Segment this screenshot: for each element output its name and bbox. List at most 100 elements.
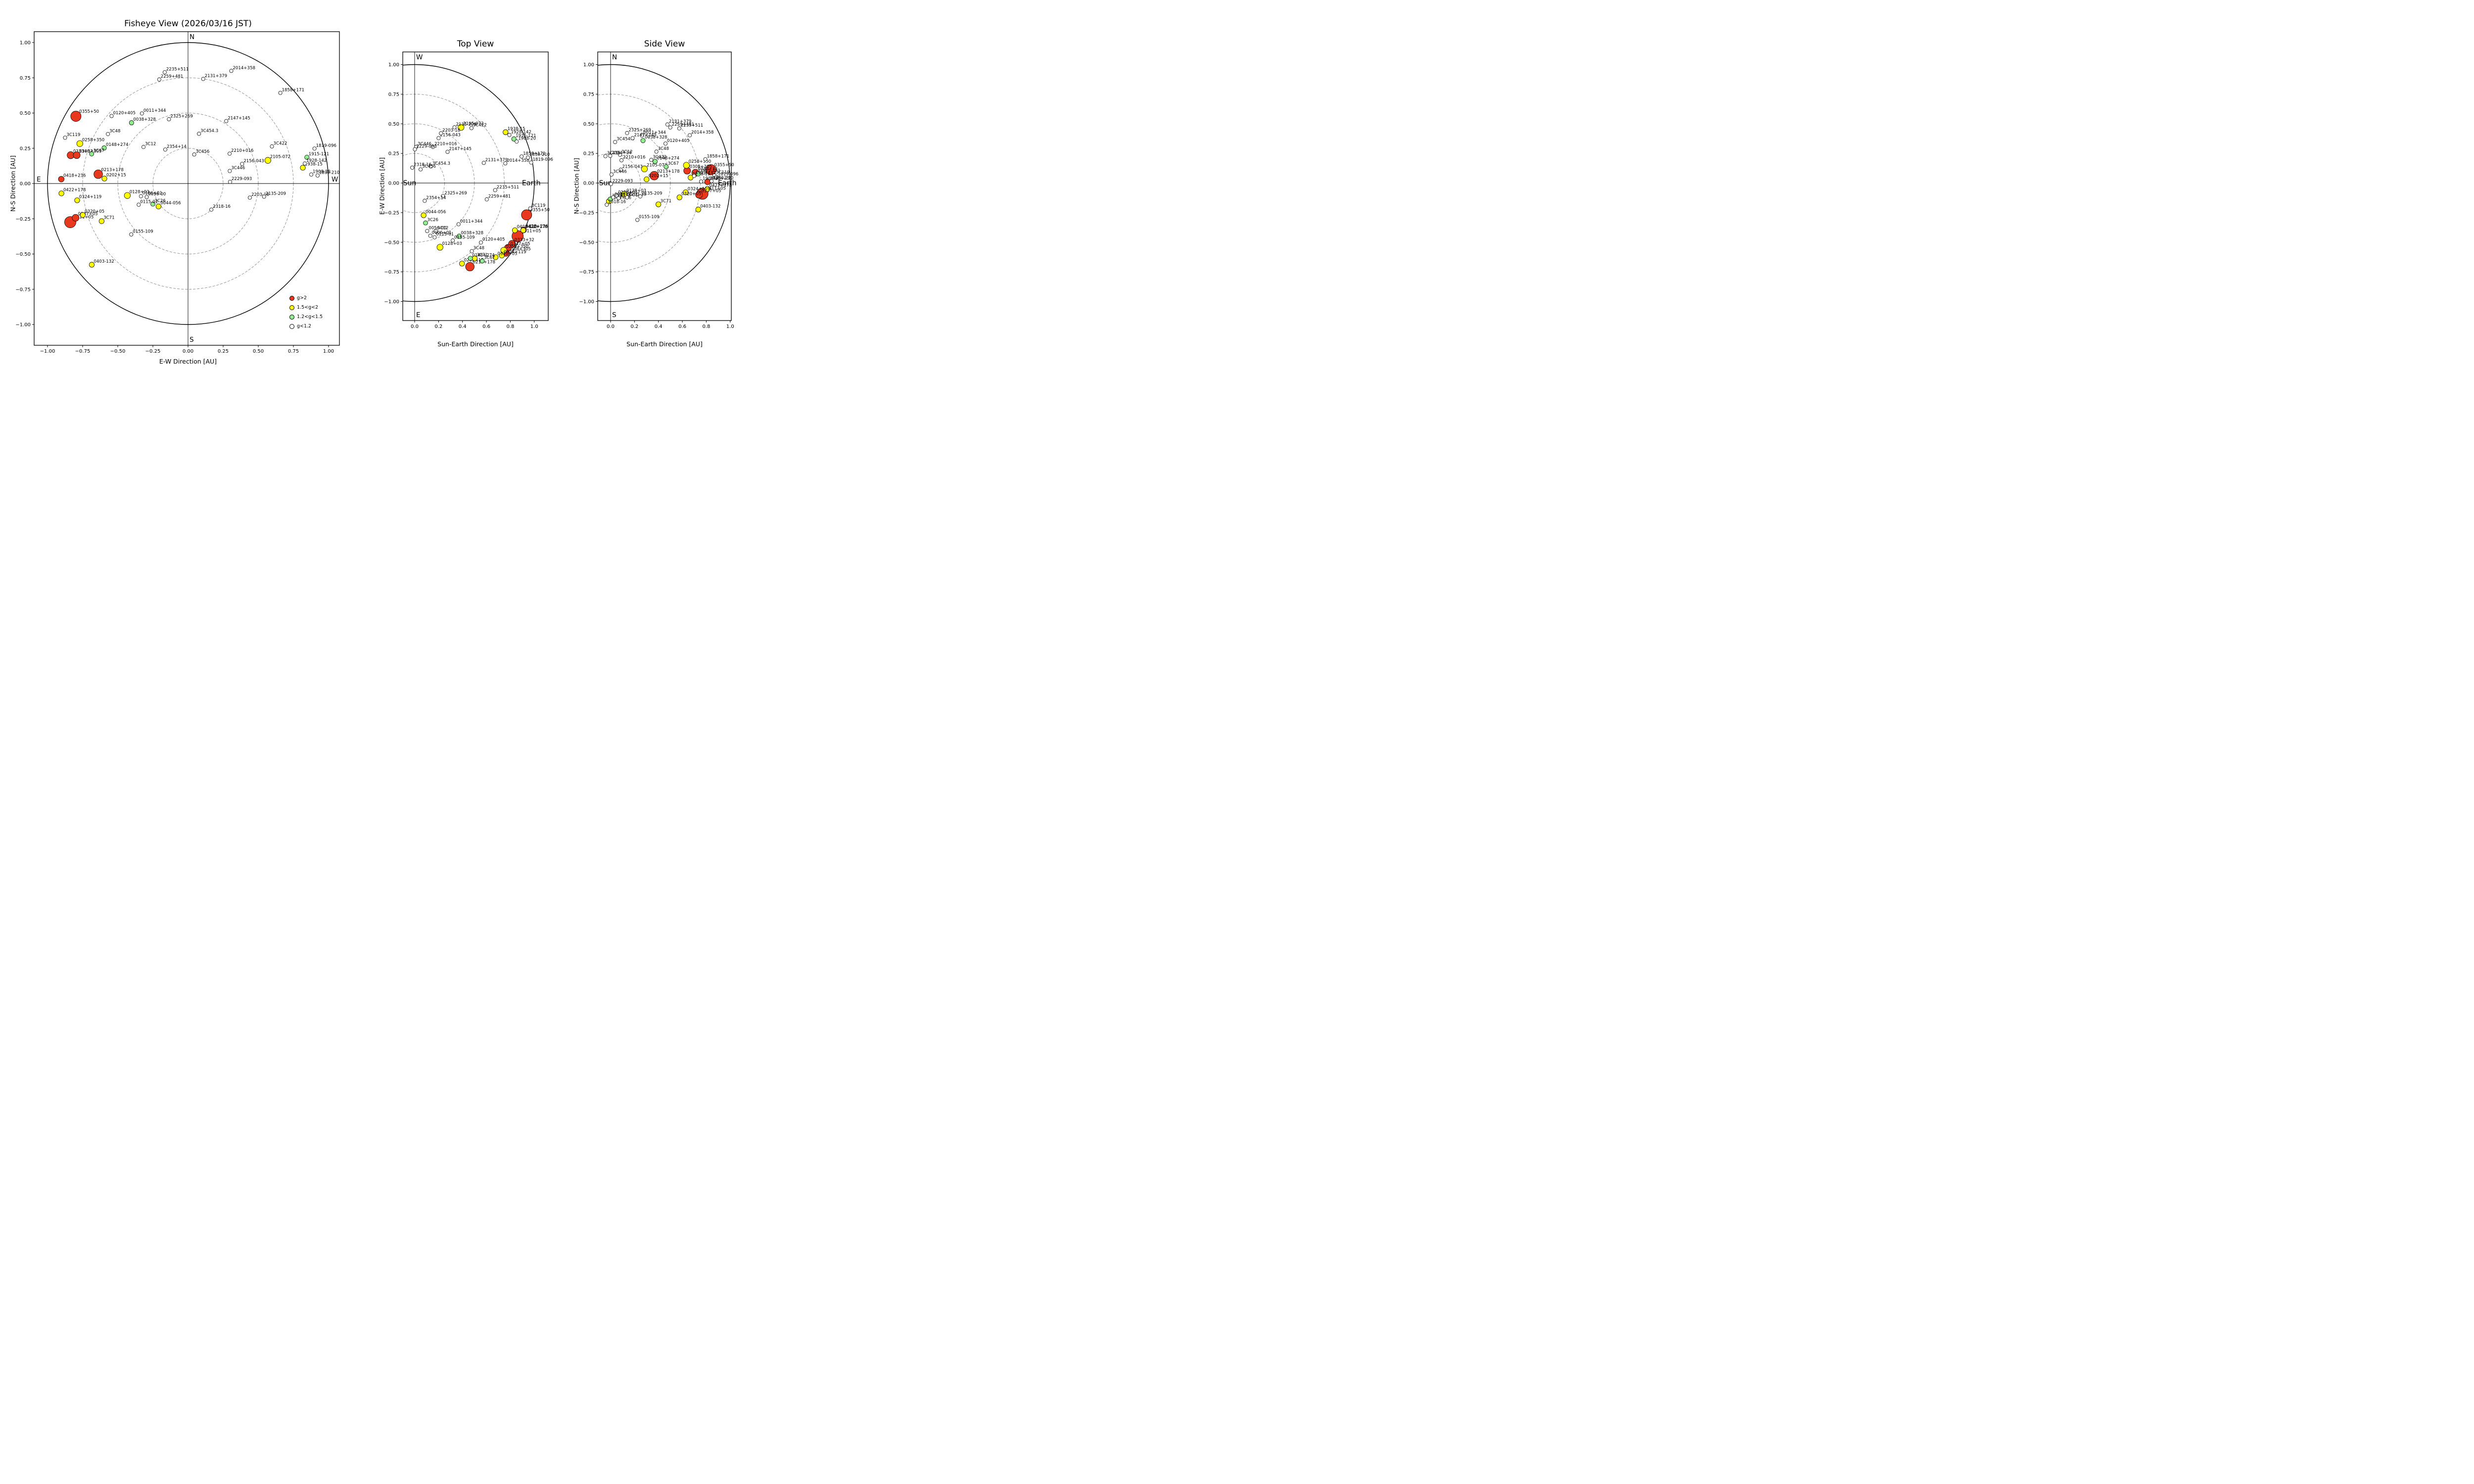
data-point-1915-121 — [511, 136, 517, 141]
data-point-label-1858+171: 1858+171 — [707, 154, 729, 159]
data-point-label-2210+016: 2210+016 — [434, 141, 457, 146]
data-point-label-2131+379: 2131+379 — [205, 74, 227, 79]
data-point-0038+328 — [456, 233, 462, 239]
data-point-3C446 — [609, 172, 614, 177]
data-point-label-1938-15: 1938-15 — [508, 127, 525, 132]
data-point-0355+50 — [70, 111, 82, 122]
data-point-1830-210 — [315, 173, 320, 178]
data-point-label-0418+236: 0418+236 — [525, 224, 548, 229]
side-ytick-label: 0.75 — [583, 92, 594, 97]
top-earth-label: Earth — [522, 180, 541, 187]
data-point-label-1830-210: 1830-210 — [529, 152, 550, 157]
top-ytick-label: 0.25 — [388, 151, 399, 157]
data-point-3C456 — [603, 154, 608, 158]
data-point-label-0148+274: 0148+274 — [106, 142, 128, 147]
top-xtick-label: 0.0 — [411, 324, 419, 329]
data-point-0258+350 — [76, 140, 83, 147]
data-point-1915-121 — [304, 154, 310, 160]
data-point-label-2203-18: 2203-18 — [442, 128, 460, 133]
data-point-0148+274 — [468, 256, 473, 261]
data-point-label-2105-072: 2105-072 — [647, 163, 667, 168]
data-point-0320+05 — [493, 254, 499, 260]
data-point-label-0258+350: 0258+350 — [689, 159, 711, 164]
data-point-label-0403-132: 0403-132 — [700, 204, 720, 209]
data-point-1830-210 — [710, 179, 714, 184]
fisheye-dir-bottom-label: S — [190, 336, 194, 344]
magnitude-legend: g>2 1.5<g<2 1.2<g<1.5 g<1.2 — [289, 293, 323, 331]
data-point-label-0308+305: 0308+305 — [79, 149, 101, 154]
data-point-label-1928-142: 1928-142 — [511, 130, 531, 135]
top-xtick-label: 1.0 — [530, 324, 538, 329]
data-point-0202+15 — [644, 176, 650, 183]
data-point-3C26 — [423, 220, 428, 226]
data-point-3C71 — [98, 218, 104, 224]
data-point-label-3C119: 3C119 — [532, 203, 546, 208]
data-point-2014+358 — [229, 69, 234, 73]
data-point-1915-121 — [696, 171, 701, 177]
fisheye-ytick-label: −0.25 — [15, 217, 31, 222]
data-point-label-0333+32: 0333+32 — [73, 149, 93, 154]
data-point-3C456 — [419, 167, 423, 172]
legend-item-g-gt-2: g>2 — [289, 293, 323, 303]
data-point-3C48 — [470, 249, 474, 253]
data-point-0056-00 — [144, 195, 149, 199]
fisheye-ytick-label: 0.25 — [20, 146, 31, 151]
data-point-3C26 — [150, 201, 155, 207]
data-point-2014+358 — [503, 161, 508, 166]
data-point-label-3C456: 3C456 — [195, 149, 209, 154]
data-point-2014+358 — [688, 133, 692, 138]
side-ytick-label: −1.00 — [579, 299, 594, 305]
data-point-label-2014+358: 2014+358 — [691, 130, 714, 135]
data-point-label-0056-00: 0056-00 — [615, 192, 632, 197]
data-point-label-0148+274: 0148+274 — [472, 253, 494, 258]
data-point-0011+344 — [640, 133, 644, 138]
data-point-label-0258+350: 0258+350 — [506, 244, 528, 249]
data-point-label-2156-043: 2156-043 — [622, 165, 643, 170]
data-point-0355+50 — [705, 164, 716, 176]
data-point-0155-109 — [129, 232, 134, 236]
data-point-2105-072 — [264, 157, 271, 164]
data-point-label-2131+379: 2131+379 — [485, 158, 508, 163]
data-point-2354+14 — [163, 147, 167, 152]
fisheye-xaxis-label: E-W Direction [AU] — [159, 358, 217, 365]
data-point-label-0213+178: 0213+178 — [657, 169, 679, 174]
data-point-label-0347+05: 0347+05 — [78, 212, 98, 217]
data-point-label-3C67: 3C67 — [484, 256, 495, 261]
top-ytick-label: −0.75 — [384, 270, 399, 275]
side-earth-label: Earth — [718, 180, 737, 187]
data-point-2318-16 — [410, 165, 415, 170]
data-point-3C422 — [469, 126, 474, 130]
data-point-label-0044-056: 0044-056 — [426, 210, 446, 215]
data-point-1908-20 — [699, 179, 704, 184]
data-point-3C422 — [270, 144, 274, 149]
data-point-label-0422+178: 0422+178 — [63, 188, 86, 193]
data-point-3C12 — [433, 229, 438, 233]
top-xtick-label: 0.6 — [482, 324, 490, 329]
side-sun-label: Sun — [599, 180, 613, 187]
data-point-2135-209 — [452, 125, 457, 130]
data-point-0320+05 — [676, 194, 682, 200]
data-point-label-2135-209: 2135-209 — [642, 191, 662, 196]
data-point-3C119 — [63, 136, 67, 140]
data-point-2318-16 — [605, 202, 609, 207]
data-point-label-0308+305: 0308+305 — [690, 165, 712, 170]
data-point-0213+178 — [650, 171, 659, 181]
data-point-label-2318-16: 2318-16 — [213, 204, 231, 209]
data-point-label-0202+15: 0202+15 — [649, 174, 668, 179]
data-point-label-2325+269: 2325+269 — [628, 128, 651, 133]
data-point-label-3C454.3: 3C454.3 — [432, 161, 450, 166]
data-point-label-3C67: 3C67 — [94, 148, 104, 153]
data-point-label-2135-209: 2135-209 — [456, 122, 476, 127]
data-point-label-0422+178: 0422+178 — [525, 225, 547, 230]
side-xaxis-label: Sun-Earth Direction [AU] — [626, 340, 703, 348]
top-xtick-label: 0.2 — [434, 324, 442, 329]
top-points: 0355+50 0411+05 0213+178 0333+32 0308+305034… — [410, 122, 553, 272]
data-point-0106+01 — [615, 193, 619, 197]
data-point-3C71 — [656, 201, 662, 207]
side-ytick-label: 0.25 — [583, 151, 594, 157]
data-point-label-2147+145: 2147+145 — [634, 133, 656, 138]
data-point-0355+50 — [521, 209, 532, 221]
data-point-label-2203-18: 2203-18 — [251, 192, 269, 197]
side-xtick-label: 0.8 — [702, 324, 710, 329]
data-point-label-2229-093: 2229-093 — [613, 179, 633, 184]
